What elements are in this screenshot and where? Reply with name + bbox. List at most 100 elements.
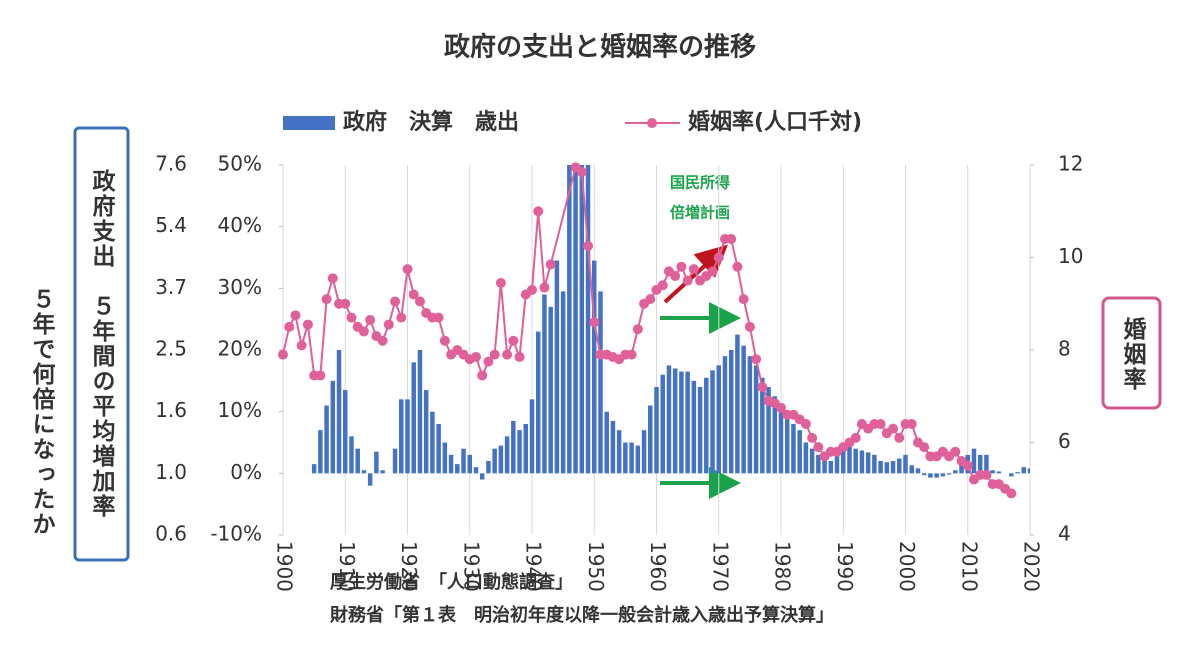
bar <box>318 430 323 474</box>
bar <box>704 377 709 474</box>
y-tick-label: -10% <box>210 522 262 546</box>
bar <box>405 399 410 474</box>
bar <box>710 370 715 474</box>
bar <box>641 430 647 474</box>
bar <box>567 165 572 474</box>
marker <box>483 356 494 367</box>
marker <box>284 321 295 332</box>
bar <box>560 291 566 474</box>
marker <box>888 423 899 434</box>
bar <box>697 387 703 474</box>
bar <box>903 454 908 474</box>
bar <box>971 448 977 474</box>
bar <box>336 350 342 474</box>
y-tick-label: 0% <box>230 460 262 484</box>
legend-label: 政府 決算 歳出 <box>343 109 519 135</box>
marker <box>470 351 481 362</box>
marker <box>732 261 743 272</box>
bar <box>897 458 902 474</box>
bar <box>921 473 927 476</box>
bar <box>654 387 659 474</box>
marker <box>981 469 992 480</box>
y-tick-label: 30% <box>218 275 262 299</box>
marker <box>346 312 357 323</box>
bar <box>592 260 597 474</box>
marker <box>776 402 786 413</box>
marker <box>296 340 307 351</box>
marker <box>738 294 749 305</box>
bar <box>492 448 497 474</box>
bar <box>915 468 921 474</box>
axis-label-box <box>1101 296 1162 410</box>
marker <box>875 419 886 429</box>
bar <box>479 473 485 480</box>
bar <box>598 291 603 474</box>
bar <box>822 457 827 474</box>
bar <box>797 430 802 474</box>
bar <box>666 365 672 474</box>
marker <box>377 335 388 346</box>
marker <box>533 206 544 217</box>
x-tick-label: 1950 <box>584 541 608 592</box>
x-tick-label: 1970 <box>708 541 732 592</box>
bar <box>548 306 553 474</box>
y2-tick-label: 10 <box>1058 244 1083 268</box>
bar <box>784 414 790 474</box>
marker <box>414 296 425 307</box>
bar <box>672 368 678 474</box>
bar <box>623 442 628 474</box>
y-tick-label: 50% <box>218 152 262 176</box>
legend-swatch <box>283 116 335 130</box>
multiplier-tick-label: 1.0 <box>155 460 187 484</box>
x-tick-label: 1960 <box>646 541 670 592</box>
bar <box>374 451 379 474</box>
marker <box>489 349 500 360</box>
bar <box>884 462 890 474</box>
marker <box>408 289 419 300</box>
marker <box>726 234 737 244</box>
annotation: 倍増計画 <box>670 204 730 222</box>
bar <box>648 405 653 474</box>
bar <box>741 345 746 474</box>
bar <box>878 461 883 474</box>
x-tick-label: 1930 <box>459 541 483 592</box>
marker <box>707 266 718 277</box>
bar <box>504 436 510 474</box>
y-tick-label: 20% <box>218 337 262 361</box>
marker <box>327 273 338 284</box>
bar <box>809 448 815 474</box>
multiplier-tick-label: 2.5 <box>155 337 187 361</box>
bar <box>517 430 522 474</box>
bar <box>542 294 547 474</box>
bar <box>928 473 933 478</box>
bar <box>455 464 460 474</box>
marker <box>315 370 326 381</box>
marker <box>906 419 917 429</box>
bar <box>343 390 348 474</box>
bar <box>847 445 852 474</box>
bar <box>417 350 423 474</box>
bar <box>554 260 560 474</box>
left-axis-label: 政府支出 ５年間の平均増加率 <box>88 169 114 519</box>
marker <box>502 349 513 360</box>
bar <box>934 473 939 478</box>
marker <box>278 349 288 360</box>
marker <box>657 280 668 291</box>
line <box>282 165 1012 495</box>
multiplier-tick-label: 5.4 <box>155 213 187 237</box>
bar <box>716 365 721 474</box>
bar <box>909 465 914 474</box>
marker <box>676 261 687 272</box>
bar <box>722 356 728 474</box>
marker <box>302 319 313 330</box>
right-axis-label: 婚姻率 <box>1119 316 1145 392</box>
marker <box>290 310 301 321</box>
marker <box>713 252 724 263</box>
bar <box>324 405 329 474</box>
marker <box>962 460 973 471</box>
bar <box>380 470 385 474</box>
marker <box>439 335 450 346</box>
bar <box>691 380 697 474</box>
bar <box>1021 467 1027 474</box>
